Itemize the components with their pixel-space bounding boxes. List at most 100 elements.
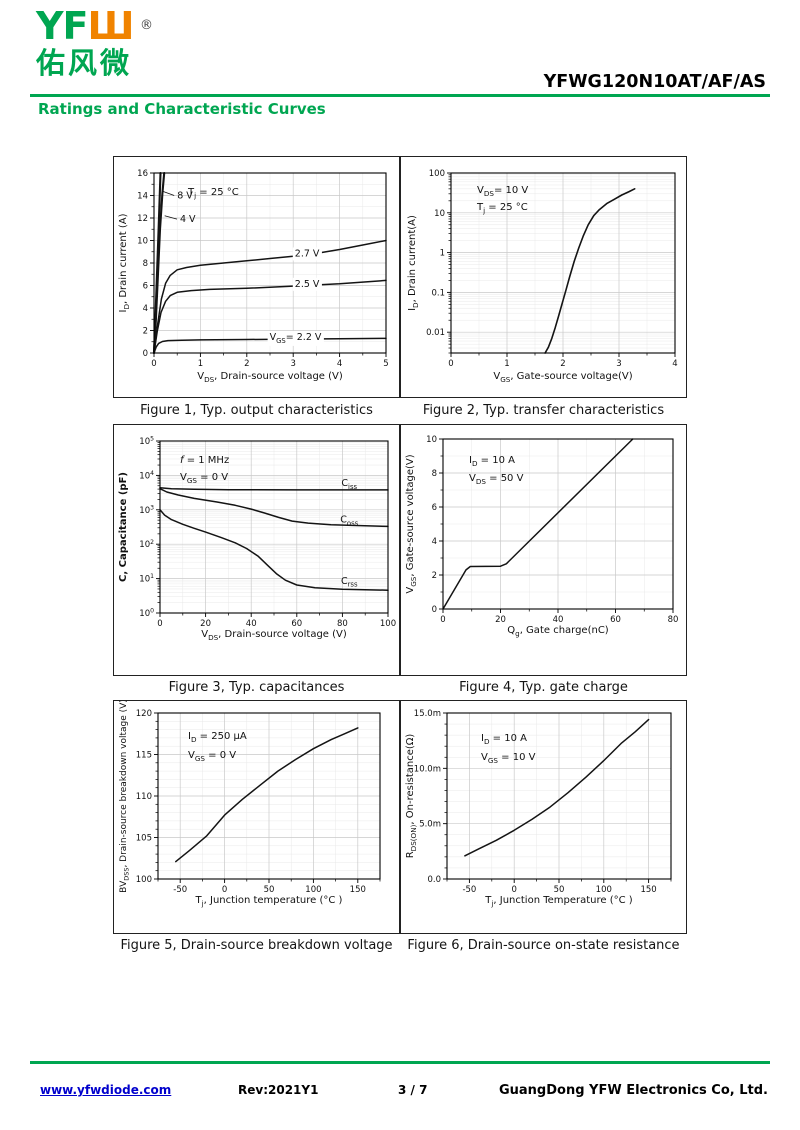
svg-text:100: 100 (139, 608, 154, 619)
footer-divider (30, 1061, 770, 1064)
website-link[interactable]: www.yfwdiode.com (40, 1083, 172, 1097)
svg-text:3: 3 (616, 359, 621, 369)
logo-chinese-name: 佑风微 (36, 46, 133, 80)
svg-text:0: 0 (448, 359, 453, 369)
logo-yf-text: YF (36, 4, 88, 48)
svg-text:16: 16 (137, 169, 148, 179)
svg-text:8: 8 (432, 469, 437, 479)
svg-text:15.0m: 15.0m (414, 709, 441, 719)
svg-text:f = 1 MHz: f = 1 MHz (180, 455, 229, 466)
svg-text:102: 102 (139, 539, 154, 550)
company-name: GuangDong YFW Electronics Co, Ltd. (498, 1083, 768, 1098)
svg-text:100: 100 (429, 169, 445, 179)
svg-text:Qg, Gate charge(nC): Qg, Gate charge(nC) (507, 625, 609, 638)
svg-text:4: 4 (143, 304, 148, 314)
svg-text:0: 0 (222, 885, 227, 895)
company-logo: YFШ ® 佑风微 (36, 4, 153, 80)
svg-text:4: 4 (432, 537, 437, 547)
svg-text:ID, Drain current (A): ID, Drain current (A) (118, 213, 131, 312)
svg-text:10: 10 (137, 237, 148, 247)
svg-text:105: 105 (139, 436, 154, 447)
svg-text:4 V: 4 V (180, 214, 196, 225)
svg-text:0.0: 0.0 (427, 875, 441, 885)
svg-text:100: 100 (136, 875, 152, 885)
svg-text:0: 0 (432, 605, 437, 615)
svg-text:115: 115 (136, 751, 152, 761)
svg-text:2.7 V: 2.7 V (295, 248, 320, 259)
svg-text:12: 12 (137, 214, 148, 224)
section-title: Ratings and Characteristic Curves (38, 100, 326, 118)
svg-text:60: 60 (291, 619, 302, 629)
svg-text:1: 1 (504, 359, 509, 369)
svg-text:1: 1 (440, 249, 445, 259)
svg-text:0: 0 (511, 885, 516, 895)
svg-text:VDS= 10 V: VDS= 10 V (477, 185, 528, 198)
svg-text:Crss: Crss (341, 576, 358, 589)
revision-label: Rev:2021Y1 (238, 1083, 319, 1097)
svg-text:14: 14 (137, 192, 148, 202)
figure-5-chart: -50 0 50 100 150 100 105 110 115 120 ID = 250 μA VG… (113, 700, 400, 934)
svg-text:150: 150 (350, 885, 366, 895)
svg-text:VDS = 50 V: VDS = 50 V (469, 473, 524, 486)
svg-text:10.0m: 10.0m (414, 764, 441, 774)
svg-text:100: 100 (305, 885, 321, 895)
figure-1-caption: Figure 1, Typ. output characteristics (140, 403, 373, 418)
svg-text:2.5 V: 2.5 V (295, 279, 320, 290)
svg-text:8: 8 (143, 259, 148, 269)
svg-text:2: 2 (244, 359, 249, 369)
svg-text:BVDSS, Drain-source breakdown: BVDSS, Drain-source breakdown voltage (V… (119, 701, 131, 893)
svg-text:100: 100 (596, 885, 612, 895)
svg-text:RDS(ON), On-resistance(Ω): RDS(ON), On-resistance(Ω) (405, 734, 418, 859)
svg-text:20: 20 (495, 615, 506, 625)
svg-text:110: 110 (136, 792, 152, 802)
svg-text:0: 0 (151, 359, 156, 369)
header-divider (30, 94, 770, 97)
figure-4-caption: Figure 4, Typ. gate charge (459, 680, 628, 695)
svg-text:0: 0 (157, 619, 162, 629)
figure-3-caption: Figure 3, Typ. capacitances (168, 680, 345, 695)
svg-text:6: 6 (143, 282, 148, 292)
svg-text:Tj = 25 °C: Tj = 25 °C (476, 202, 528, 215)
svg-text:Coss: Coss (340, 515, 358, 528)
figure-6-cell: -50 0 50 100 150 0.0 5.0m 10.0m 15.0m ID = 10 A VG… (400, 700, 687, 958)
svg-text:VDS, Drain-source voltage (V): VDS, Drain-source voltage (V) (201, 629, 347, 642)
svg-text:ID = 10 A: ID = 10 A (469, 455, 515, 468)
svg-text:VGS, Gate-source voltage(V): VGS, Gate-source voltage(V) (405, 454, 418, 593)
svg-text:VGS= 2.2 V: VGS= 2.2 V (270, 332, 322, 345)
svg-text:104: 104 (139, 470, 154, 481)
svg-text:103: 103 (139, 504, 154, 515)
svg-text:20: 20 (200, 619, 211, 629)
svg-text:2: 2 (143, 327, 148, 337)
svg-text:VGS = 0 V: VGS = 0 V (188, 750, 236, 763)
svg-text:0: 0 (440, 615, 445, 625)
footer: www.yfwdiode.com Rev:2021Y1 3 / 7 GuangD… (0, 1083, 800, 1107)
svg-text:5: 5 (383, 359, 388, 369)
svg-text:ID = 250 μA: ID = 250 μA (188, 731, 247, 744)
page-number: 3 / 7 (398, 1083, 428, 1097)
figure-5-caption: Figure 5, Drain-source breakdown voltage (120, 938, 393, 953)
part-number-title: YFWG120N10AT/AF/AS (543, 72, 766, 92)
logo-wordmark: YFШ ® (36, 4, 153, 48)
figure-2-caption: Figure 2, Typ. transfer characteristics (422, 403, 665, 418)
svg-text:50: 50 (264, 885, 275, 895)
figure-4-chart: 0 20 40 60 80 0 2 4 6 8 10 ID = 10 A VDS = 50 V Qg, G… (400, 424, 687, 676)
svg-text:8 V: 8 V (177, 191, 193, 202)
svg-text:80: 80 (668, 615, 679, 625)
svg-text:6: 6 (432, 503, 437, 513)
svg-text:VGS = 0 V: VGS = 0 V (180, 472, 228, 485)
svg-text:40: 40 (553, 615, 564, 625)
svg-text:3: 3 (290, 359, 295, 369)
svg-text:Ciss: Ciss (341, 478, 357, 491)
svg-text:2: 2 (432, 571, 437, 581)
figure-2-chart: 0 1 2 3 4 0.01 0.1 1 10 100 VDS= 10 V Tj = 25 °C VGS… (400, 156, 687, 398)
figure-5-cell: -50 0 50 100 150 100 105 110 115 120 ID = 250 μA VG… (113, 700, 400, 958)
figure-3-chart: 0 20 40 60 80 100 100 101 102 103 104 105 Ciss Coss Cr… (113, 424, 400, 676)
svg-text:150: 150 (640, 885, 656, 895)
figure-6-caption: Figure 6, Drain-source on-state resistan… (407, 938, 680, 953)
svg-text:4: 4 (672, 359, 677, 369)
svg-text:ID = 10 A: ID = 10 A (481, 733, 527, 746)
svg-text:VDS, Drain-source voltage (V): VDS, Drain-source voltage (V) (197, 371, 343, 384)
svg-text:0: 0 (143, 349, 148, 359)
